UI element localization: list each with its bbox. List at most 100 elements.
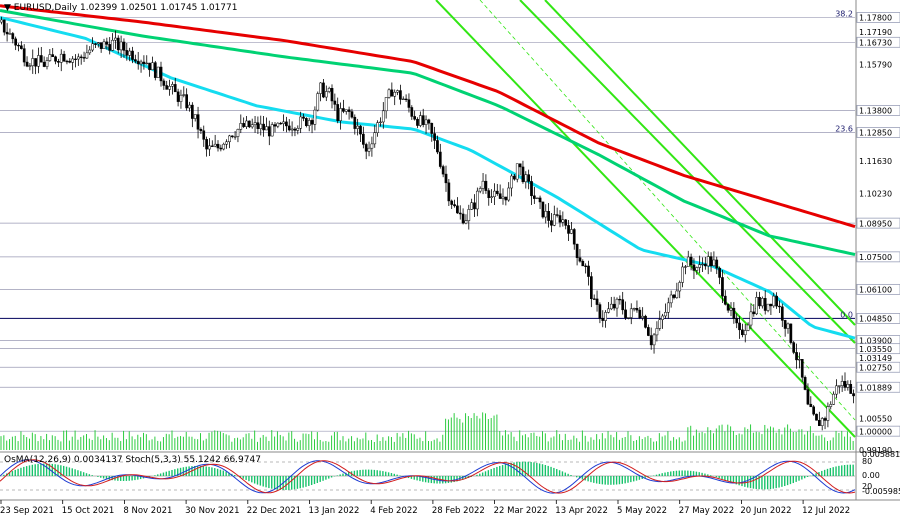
candle-body: [789, 323, 793, 343]
candle-body: [430, 122, 434, 134]
stoch-main-line: [0, 459, 856, 494]
price-label-box-10: [856, 283, 900, 295]
candle-body: [490, 196, 493, 198]
candle-body: [148, 62, 151, 71]
candle-body: [339, 108, 342, 121]
candle-body: [45, 60, 49, 67]
candle-body: [444, 173, 448, 184]
candle-body: [578, 257, 582, 262]
candle-body: [401, 98, 405, 101]
candle-body: [79, 56, 83, 58]
candle-body: [176, 91, 180, 102]
candle-body: [567, 225, 570, 234]
candle-body: [216, 143, 220, 149]
candle-body: [629, 308, 633, 318]
candle-body: [684, 266, 687, 268]
candle-body: [416, 118, 419, 126]
indicator-axis-label-1: 80: [862, 457, 872, 466]
candle-body: [253, 122, 257, 126]
price-label-box-4: [856, 105, 900, 116]
candle-body: [173, 84, 177, 93]
candle-body: [555, 214, 559, 216]
axis-labels: 1.17800 1.17190 1.16730 1.15790 1.13800 1.128…: [0, 9, 900, 516]
candle-body: [726, 304, 730, 311]
candle-body: [42, 61, 46, 67]
time-label-3: 30 Nov 2021: [185, 506, 239, 516]
indicator-axis-label-2: 0.00: [862, 471, 880, 480]
candle-body: [14, 38, 18, 46]
candle-body: [806, 389, 810, 405]
candle-body: [259, 123, 263, 129]
candle-body: [769, 303, 773, 307]
candle-body: [658, 319, 662, 329]
candle-body: [604, 312, 607, 321]
candle-body: [478, 188, 482, 192]
price-label-box-0: [856, 12, 900, 23]
time-label-9: 13 Apr 2022: [555, 506, 608, 516]
candle-body: [692, 264, 696, 271]
candle-body: [470, 202, 473, 210]
candle-body: [305, 118, 308, 126]
candle-body: [116, 37, 120, 51]
candle-body: [612, 303, 616, 309]
candle-body: [746, 324, 750, 331]
candle-body: [171, 84, 174, 87]
candle-body: [222, 143, 226, 150]
candle-body: [248, 120, 251, 128]
candle-body: [82, 57, 86, 59]
price-label-15: 1.02750: [859, 363, 892, 372]
candle-body: [85, 52, 89, 59]
candle-body: [20, 45, 23, 49]
candle-body: [256, 122, 260, 129]
candle-body: [151, 62, 154, 71]
candle-body: [407, 99, 411, 108]
time-label-10: 5 May 2022: [617, 506, 667, 516]
candle-body: [136, 60, 140, 65]
time-label-4: 22 Dec 2021: [247, 506, 301, 516]
candle-body: [287, 125, 291, 131]
candle-body: [581, 260, 585, 267]
channel-line-3: [544, 0, 856, 326]
candle-body: [800, 359, 804, 378]
candle-body: [57, 61, 60, 63]
candle-body: [367, 147, 371, 152]
price-label-12: 1.03900: [859, 337, 892, 346]
candle-body: [441, 166, 445, 175]
candle-body: [590, 276, 593, 300]
candle-body: [729, 307, 733, 311]
candle-body: [139, 61, 143, 65]
candle-body: [376, 122, 379, 133]
candle-body: [649, 335, 653, 346]
candle-body: [467, 209, 471, 221]
price-label-box-9: [856, 251, 900, 263]
candle-body: [436, 140, 439, 153]
fib-label-2: 0.0: [840, 310, 853, 319]
candle-body: [766, 303, 770, 311]
candle-body: [188, 104, 191, 109]
candle-body: [695, 267, 699, 271]
candle-body: [119, 41, 123, 51]
candle-body: [681, 266, 684, 283]
candle-body: [225, 141, 228, 145]
candle-body: [390, 89, 394, 97]
candle-body: [461, 213, 465, 224]
ema-cyan-line: [0, 15, 856, 340]
price-label-4: 1.13800: [859, 107, 892, 116]
candle-body: [521, 166, 525, 183]
candle-body: [792, 342, 796, 353]
candle-body: [142, 61, 146, 64]
candle-body: [698, 264, 701, 268]
price-label-box-16: [856, 381, 900, 393]
candle-body: [530, 181, 533, 197]
candle-body: [763, 298, 767, 311]
candle-body: [786, 323, 790, 329]
candle-body: [547, 210, 550, 221]
candle-body: [11, 33, 15, 40]
candle-body: [276, 122, 280, 127]
candle-body: [114, 37, 117, 41]
candle-body: [721, 277, 724, 297]
candle-body: [501, 196, 505, 199]
candle-body: [94, 43, 97, 45]
axes: [0, 0, 900, 504]
